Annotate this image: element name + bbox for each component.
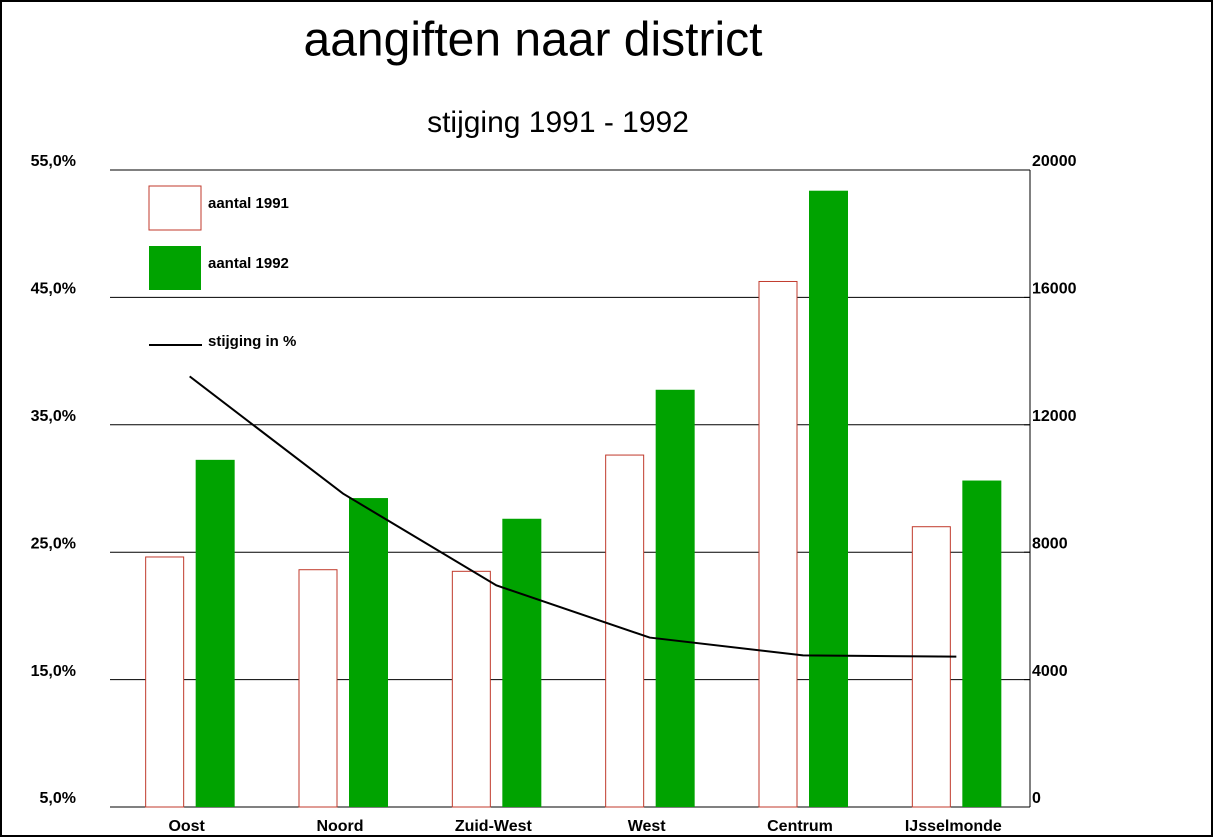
- bar: [298, 569, 338, 808]
- x-tick-label: West: [628, 818, 667, 835]
- y-tick-label: 55,0%: [31, 153, 76, 170]
- bar: [758, 280, 798, 808]
- y2-tick-label: 8000: [1032, 535, 1068, 552]
- bar: [195, 459, 235, 807]
- y-tick-label: 45,0%: [31, 281, 76, 298]
- legend-swatch: [149, 246, 201, 290]
- y-tick-label: 15,0%: [31, 663, 76, 680]
- bar: [605, 454, 645, 808]
- legend-label: aantal 1991: [208, 195, 289, 212]
- bar: [349, 498, 388, 807]
- bar: [145, 556, 185, 808]
- y-tick-label: 5,0%: [40, 790, 76, 807]
- chart-title: aangiften naar district: [304, 14, 763, 67]
- y2-tick-label: 16000: [1032, 281, 1077, 298]
- line: [189, 375, 957, 658]
- legend-label: stijging in %: [208, 333, 296, 350]
- y2-tick-label: 20000: [1032, 153, 1077, 170]
- chart-subtitle: stijging 1991 - 1992: [427, 106, 689, 139]
- bar: [809, 190, 848, 807]
- y2-tick-label: 12000: [1032, 408, 1077, 425]
- bar: [962, 480, 1002, 807]
- bar: [451, 570, 491, 808]
- x-tick-label: Centrum: [767, 818, 833, 835]
- x-tick-label: Oost: [168, 818, 205, 835]
- bar: [911, 526, 951, 808]
- y-tick-label: 25,0%: [31, 535, 76, 552]
- bar: [502, 518, 542, 807]
- legend-swatch: [148, 185, 202, 231]
- y2-tick-label: 4000: [1032, 663, 1068, 680]
- x-tick-label: IJsselmonde: [905, 818, 1002, 835]
- y-tick-label: 35,0%: [31, 408, 76, 425]
- x-tick-label: Zuid-West: [455, 818, 533, 835]
- legend-label: aantal 1992: [208, 255, 289, 272]
- bar: [655, 389, 695, 807]
- x-tick-label: Noord: [316, 818, 363, 835]
- y2-tick-label: 0: [1032, 790, 1041, 807]
